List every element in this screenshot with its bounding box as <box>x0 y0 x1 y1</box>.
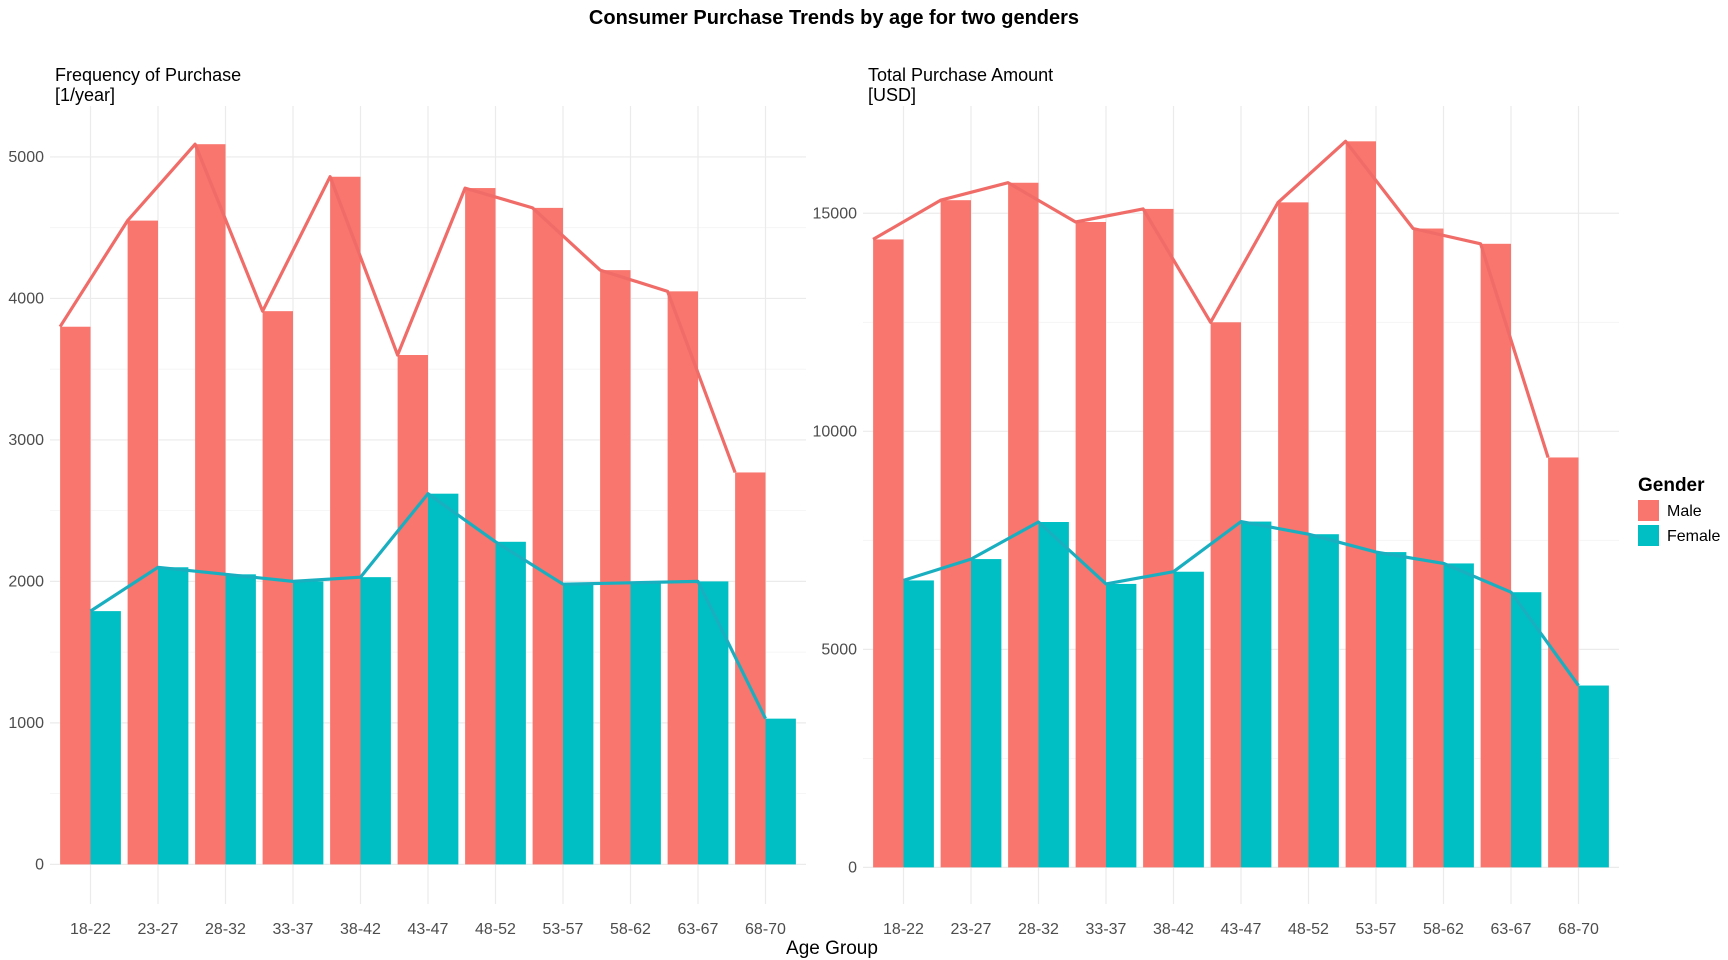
x-tick-label: 28-32 <box>205 921 246 938</box>
bar-female-53-57 <box>1376 552 1407 868</box>
bar-female-28-32 <box>1038 522 1069 868</box>
x-tick-label: 33-37 <box>1086 921 1127 938</box>
lines-frequency <box>58 142 767 720</box>
bar-male-23-27 <box>127 220 158 865</box>
y-tick-label: 4000 <box>8 290 44 307</box>
x-tick-label: 68-70 <box>745 921 786 938</box>
line-female <box>89 492 767 720</box>
bar-female-38-42 <box>1173 571 1204 868</box>
bar-female-48-52 <box>1308 534 1339 868</box>
x-tick-label: 18-22 <box>883 921 924 938</box>
bar-female-28-32 <box>225 574 256 865</box>
panel-title-frequency: Frequency of Purchase <box>55 65 241 85</box>
x-tick-label: 23-27 <box>951 921 992 938</box>
line-male <box>872 139 1550 458</box>
bar-male-43-47 <box>397 355 428 865</box>
bar-female-23-27 <box>971 559 1002 868</box>
bar-male-33-37 <box>262 311 293 865</box>
x-tick-label: 48-52 <box>1288 921 1329 938</box>
chart-title: Consumer Purchase Trends by age for two … <box>589 7 1079 29</box>
bar-female-53-57 <box>563 584 594 865</box>
bar-female-68-70 <box>1578 685 1609 868</box>
bar-female-43-47 <box>428 493 459 865</box>
bar-male-63-67 <box>1480 243 1511 868</box>
bar-male-38-42 <box>330 176 361 865</box>
bar-male-33-37 <box>1075 221 1106 868</box>
bar-female-38-42 <box>360 577 391 865</box>
bar-male-18-22 <box>60 326 91 865</box>
bar-male-53-57 <box>1345 141 1376 868</box>
panel-subtitle-frequency: [1/year] <box>55 85 115 105</box>
x-tick-label: 33-37 <box>273 921 314 938</box>
bars-frequency <box>60 144 796 865</box>
x-tick-label: 43-47 <box>408 921 449 938</box>
x-axis-frequency: 18-22 23-27 28-32 33-37 38-42 43-47 48-52 53-57… <box>70 921 786 938</box>
bar-female-33-37 <box>1106 583 1137 868</box>
bars-amount <box>873 141 1609 868</box>
panel-subtitle-amount: [USD] <box>868 85 916 105</box>
bar-male-63-67 <box>667 291 698 865</box>
bar-female-23-27 <box>158 567 189 865</box>
bar-male-58-62 <box>1413 228 1444 868</box>
x-tick-label: 48-52 <box>475 921 516 938</box>
bar-male-43-47 <box>1210 322 1241 868</box>
x-tick-label: 53-57 <box>543 921 584 938</box>
bar-female-18-22 <box>90 611 121 865</box>
lines-amount <box>872 139 1580 687</box>
x-tick-label: 68-70 <box>1558 921 1599 938</box>
y-tick-label: 1000 <box>8 715 44 732</box>
bar-male-38-42 <box>1143 208 1174 868</box>
y-tick-label: 3000 <box>8 432 44 449</box>
legend-label-male: Male <box>1667 503 1702 520</box>
x-tick-label: 43-47 <box>1221 921 1262 938</box>
y-axis-amount: 0 5000 10000 15000 <box>813 205 858 876</box>
bar-female-63-67 <box>698 581 729 865</box>
legend-key-female <box>1638 525 1659 546</box>
bar-female-43-47 <box>1241 521 1272 868</box>
bar-male-58-62 <box>600 270 631 865</box>
bar-female-63-67 <box>1511 592 1542 868</box>
legend-label-female: Female <box>1667 528 1720 545</box>
x-tick-label: 38-42 <box>340 921 381 938</box>
line-female <box>903 520 1580 687</box>
x-tick-label: 23-27 <box>138 921 179 938</box>
x-tick-label: 58-62 <box>610 921 651 938</box>
bar-male-28-32 <box>195 144 226 865</box>
bar-female-48-52 <box>495 541 526 865</box>
bar-male-18-22 <box>873 239 904 868</box>
bar-male-23-27 <box>940 200 971 868</box>
bar-female-18-22 <box>903 580 934 868</box>
legend: Gender Male Female <box>1638 475 1720 546</box>
bar-female-58-62 <box>630 582 661 865</box>
y-tick-label: 2000 <box>8 573 44 590</box>
bar-female-33-37 <box>293 581 324 865</box>
x-tick-label: 53-57 <box>1356 921 1397 938</box>
y-tick-label: 15000 <box>813 205 858 222</box>
x-axis-title: Age Group <box>786 938 878 959</box>
line-male <box>58 142 737 474</box>
legend-key-male <box>1638 500 1659 521</box>
panel-amount: Total Purchase Amount [USD] 0 5000 10000 15… <box>813 65 1619 938</box>
y-tick-label: 5000 <box>821 641 857 658</box>
panel-frequency: Frequency of Purchase [1/year] 0 1000 2000… <box>8 65 806 938</box>
x-tick-label: 18-22 <box>70 921 111 938</box>
legend-title: Gender <box>1638 475 1705 496</box>
y-tick-label: 10000 <box>813 423 858 440</box>
y-tick-label: 0 <box>35 856 44 873</box>
bar-male-53-57 <box>532 207 563 865</box>
x-axis-amount: 18-22 23-27 28-32 33-37 38-42 43-47 48-52 53-57… <box>883 921 1599 938</box>
y-tick-label: 5000 <box>8 149 44 166</box>
y-axis-frequency: 0 1000 2000 3000 4000 5000 <box>8 149 44 873</box>
panel-title-amount: Total Purchase Amount <box>868 65 1053 85</box>
bar-male-48-52 <box>465 188 496 865</box>
x-tick-label: 28-32 <box>1018 921 1059 938</box>
y-tick-label: 0 <box>848 859 857 876</box>
bar-female-58-62 <box>1443 563 1474 868</box>
x-tick-label: 58-62 <box>1423 921 1464 938</box>
x-tick-label: 63-67 <box>1491 921 1532 938</box>
x-tick-label: 38-42 <box>1153 921 1194 938</box>
x-tick-label: 63-67 <box>678 921 719 938</box>
bar-female-68-70 <box>765 718 796 865</box>
